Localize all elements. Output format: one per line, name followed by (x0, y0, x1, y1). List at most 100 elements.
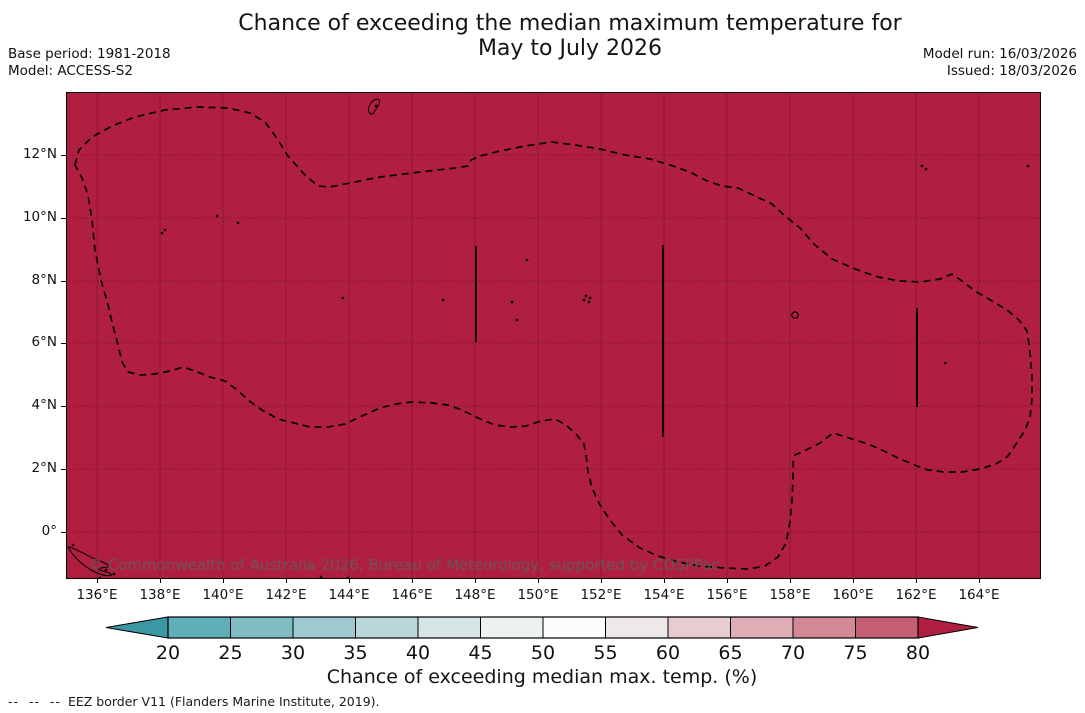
colorbar-segment (293, 617, 356, 638)
island-dot (374, 104, 378, 108)
island-dot (920, 164, 924, 168)
x-tick-label: 154°E (643, 587, 685, 603)
x-tick-mark (285, 579, 287, 583)
coastline (367, 98, 381, 115)
eez-border-line (74, 106, 1033, 570)
island-dot (515, 318, 519, 322)
title-line1: Chance of exceeding the median maximum t… (238, 11, 902, 36)
x-tick-mark (852, 579, 854, 583)
x-tick-label: 150°E (517, 587, 559, 603)
x-tick-mark (600, 579, 602, 583)
island-dot (510, 300, 514, 304)
island-dot (160, 231, 164, 235)
x-tick-mark (726, 579, 728, 583)
x-tick-label: 140°E (202, 587, 244, 603)
model-text: Model: ACCESS-S2 (8, 62, 133, 79)
x-tick-label: 156°E (706, 587, 748, 603)
island-dot (71, 543, 75, 547)
colorbar-tick-label: 25 (218, 642, 243, 664)
x-tick-mark (159, 579, 161, 583)
colorbar-under-arrow (105, 616, 169, 639)
page-title: Chance of exceeding the median maximum t… (40, 11, 1085, 61)
issued-text: Issued: 18/03/2026 (946, 62, 1077, 79)
colorbar-segment (793, 617, 856, 638)
map-background (66, 92, 1041, 579)
map-canvas: © Commonwealth of Australia 2026, Bureau… (66, 92, 1041, 580)
colorbar-segment (668, 617, 731, 638)
meta-left: Base period: 1981-2018 Model: ACCESS-S2 (8, 46, 171, 79)
island-dot (924, 167, 928, 171)
x-tick-label: 158°E (769, 587, 811, 603)
x-tick-label: 138°E (139, 587, 181, 603)
x-tick-label: 144°E (328, 587, 370, 603)
colorbar-segment (230, 617, 293, 638)
colorbar-outline (167, 616, 919, 639)
colorbar-segment (730, 617, 793, 638)
island-dot (587, 300, 591, 304)
island-dot (163, 228, 167, 232)
colorbar-tick-label: 50 (530, 642, 556, 664)
x-tick-mark (222, 579, 224, 583)
x-tick-mark (537, 579, 539, 583)
x-tick-label: 160°E (832, 587, 874, 603)
island-dot (441, 298, 445, 302)
colorbar-segment (605, 617, 668, 638)
y-tick-label: 12°N (22, 146, 57, 162)
colorbar (105, 616, 979, 639)
colorbar-over-arrow (917, 616, 979, 639)
legend-footer: -- -- -- EEZ border V11 (Flanders Marine … (8, 694, 380, 709)
colorbar-segment (168, 617, 231, 638)
x-tick-label: 164°E (958, 587, 1000, 603)
x-tick-label: 162°E (895, 587, 937, 603)
meta-right: Model run: 16/03/2026 Issued: 18/03/2026 (923, 46, 1077, 79)
island-dot (104, 568, 108, 572)
colorbar-segment (480, 617, 543, 638)
colorbar-tick-label: 80 (905, 642, 931, 664)
x-tick-mark (474, 579, 476, 583)
coastline (67, 546, 113, 577)
x-tick-mark (915, 579, 917, 583)
y-tick-label: 2°N (31, 460, 57, 476)
map-frame (66, 92, 1041, 579)
x-tick-label: 146°E (391, 587, 433, 603)
colorbar-segment (355, 617, 418, 638)
x-tick-label: 148°E (454, 587, 496, 603)
island-dot (584, 294, 588, 298)
island-dot (943, 361, 947, 365)
eez-footer-label: EEZ border V11 (Flanders Marine Institut… (67, 694, 380, 709)
base-period-text: Base period: 1981-2018 (8, 46, 171, 62)
x-tick-mark (348, 579, 350, 583)
colorbar-tick-label: 45 (468, 642, 493, 664)
colorbar-tick-label: 65 (718, 642, 743, 664)
x-tick-mark (96, 579, 98, 583)
colorbar-tick-label: 55 (593, 642, 618, 664)
island-dot (582, 298, 586, 302)
x-tick-label: 152°E (580, 587, 622, 603)
colorbar-tick-label: 30 (280, 642, 306, 664)
island-dot (588, 296, 592, 300)
colorbar-tick-label: 70 (780, 642, 806, 664)
island-dot (236, 221, 240, 225)
y-tick-label: 10°N (22, 209, 57, 225)
island-dot (98, 576, 102, 580)
island-dot (346, 576, 350, 580)
eez-dash-swatch: -- -- -- (8, 694, 61, 709)
island-dot (319, 575, 323, 579)
x-tick-label: 142°E (265, 587, 307, 603)
colorbar-tick-label: 75 (843, 642, 868, 664)
y-tick-label: 6°N (31, 334, 57, 350)
island-dot (525, 258, 529, 262)
y-tick-label: 4°N (31, 397, 57, 413)
island-outline (791, 311, 799, 319)
colorbar-segment (418, 617, 481, 638)
island-dot (1026, 164, 1030, 168)
colorbar-segment (855, 617, 918, 638)
colorbar-tick-label: 35 (343, 642, 368, 664)
colorbar-tick-label: 40 (405, 642, 431, 664)
colorbar-tick-label: 20 (155, 642, 181, 664)
map-area: © Commonwealth of Australia 2026, Bureau… (66, 92, 1041, 580)
map-watermark: © Commonwealth of Australia 2026, Bureau… (88, 556, 720, 574)
x-tick-mark (789, 579, 791, 583)
x-tick-mark (663, 579, 665, 583)
